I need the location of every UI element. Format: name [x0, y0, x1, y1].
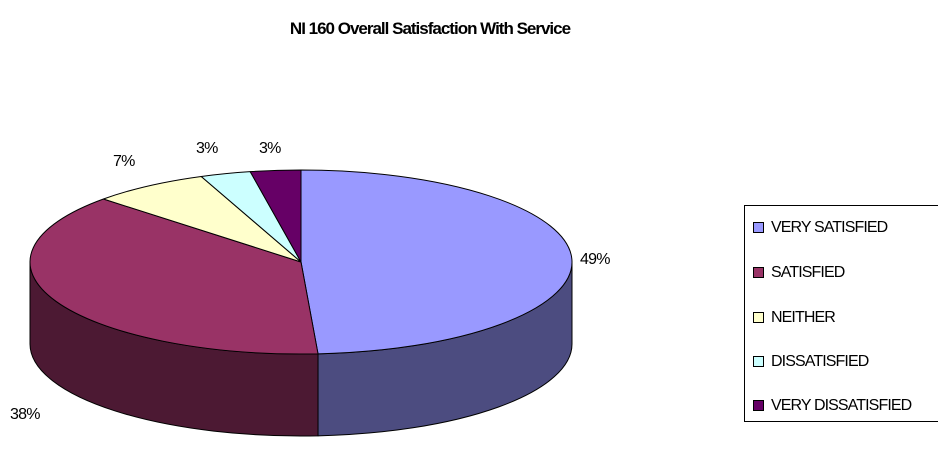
pie-slice-satisfied — [29, 198, 319, 355]
data-label-very-dissatisfied: 3% — [259, 140, 281, 157]
legend-label: VERY DISSATISFIED — [771, 397, 912, 414]
legend-swatch — [753, 356, 764, 367]
legend-label: DISSATISFIED — [771, 353, 869, 370]
data-label-dissatisfied: 3% — [196, 140, 218, 157]
pie-slice-very-satisfied — [300, 169, 573, 355]
pie-labels: 49% 38% 7% 3% 3% — [10, 140, 611, 423]
legend-label: SATISFIED — [771, 264, 845, 281]
legend: VERY SATISFIED SATISFIED NEITHER DISSATISFI… — [744, 205, 938, 422]
legend-swatch — [753, 312, 764, 323]
legend-label: VERY SATISFIED — [771, 219, 888, 236]
legend-swatch — [753, 400, 764, 411]
pie-slice-neither — [102, 175, 302, 263]
pie-tops — [29, 169, 573, 355]
pie-slice-very-dissatisfied — [249, 169, 302, 263]
data-label-neither: 7% — [113, 153, 135, 170]
legend-label: NEITHER — [771, 309, 836, 326]
legend-swatch — [753, 222, 764, 233]
legend-swatch — [753, 267, 764, 278]
data-label-satisfied: 38% — [10, 406, 40, 423]
pie-sides — [29, 261, 573, 437]
chart-title: NI 160 Overall Satisfaction With Service — [289, 19, 571, 38]
data-label-very-satisfied: 49% — [580, 251, 610, 268]
